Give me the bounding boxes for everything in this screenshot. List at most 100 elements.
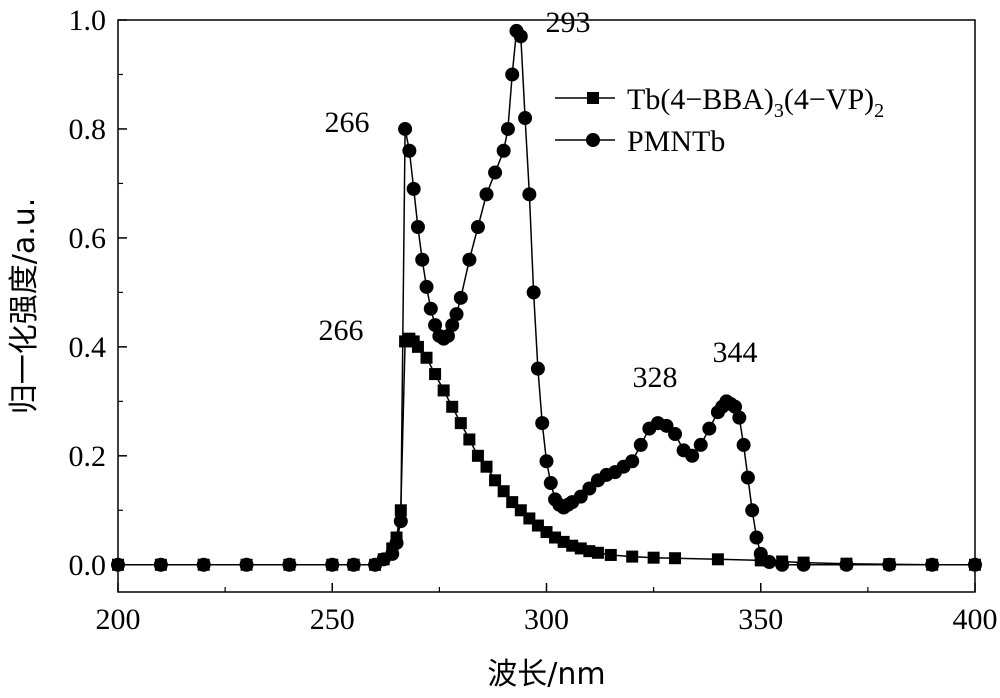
data-point-circle xyxy=(745,503,760,518)
legend-subscript: 2 xyxy=(874,100,884,122)
data-point-square xyxy=(669,552,682,565)
peak-annotation: 266 xyxy=(319,314,364,347)
data-point-circle xyxy=(419,279,434,294)
data-point-circle xyxy=(470,220,485,235)
y-tick-label: 0.6 xyxy=(69,222,107,255)
data-point-circle xyxy=(239,557,254,572)
data-point-circle xyxy=(543,476,558,491)
data-point-circle xyxy=(693,437,708,452)
data-point-circle xyxy=(325,557,340,572)
data-point-square xyxy=(471,449,484,462)
data-point-circle xyxy=(728,399,743,414)
data-point-circle xyxy=(282,557,297,572)
legend-entry-text: Tb(4−BBA)3(4−VP)2 xyxy=(627,83,884,122)
data-point-circle xyxy=(539,454,554,469)
data-point-circle xyxy=(410,220,425,235)
x-tick-label: 350 xyxy=(738,603,783,636)
data-point-circle xyxy=(513,29,528,44)
data-point-circle xyxy=(389,535,404,550)
data-point-circle xyxy=(685,448,700,463)
data-point-square xyxy=(446,400,459,413)
peak-annotation: 344 xyxy=(713,336,758,369)
data-point-circle xyxy=(796,557,811,572)
data-point-circle xyxy=(449,307,464,322)
data-point-circle xyxy=(732,410,747,425)
data-point-circle xyxy=(488,165,503,180)
legend-text-part: PMNTb xyxy=(627,125,725,158)
data-point-circle xyxy=(740,470,755,485)
data-point-circle xyxy=(882,557,897,572)
x-tick-label: 200 xyxy=(96,603,141,636)
data-point-circle xyxy=(402,143,417,158)
x-tick-label: 300 xyxy=(524,603,569,636)
y-tick-label: 0.2 xyxy=(69,440,107,473)
x-tick-label: 250 xyxy=(310,603,355,636)
data-point-circle xyxy=(479,187,494,202)
data-point-circle xyxy=(398,121,413,136)
data-point-square xyxy=(463,433,476,446)
data-point-circle xyxy=(423,301,438,316)
data-point-square xyxy=(711,553,724,566)
data-point-circle xyxy=(535,416,550,431)
data-point-square xyxy=(647,551,660,564)
data-point-square xyxy=(591,546,604,559)
data-point-circle xyxy=(153,557,168,572)
data-point-circle xyxy=(762,555,777,570)
data-point-circle xyxy=(518,111,533,126)
data-point-circle xyxy=(530,361,545,376)
data-point-circle xyxy=(462,252,477,267)
data-point-square xyxy=(420,351,433,364)
plot-series-layer xyxy=(111,23,982,572)
data-point-circle xyxy=(415,252,430,267)
data-point-square xyxy=(454,417,467,430)
y-tick-label: 0.4 xyxy=(69,331,107,364)
legend-marker-circle xyxy=(586,133,600,147)
axes-layer xyxy=(117,19,976,593)
data-point-square xyxy=(506,496,519,509)
legend-subscript: 3 xyxy=(774,100,784,122)
data-point-circle xyxy=(453,290,468,305)
y-tick-label: 1.0 xyxy=(69,4,107,37)
data-point-circle xyxy=(406,181,421,196)
data-point-circle xyxy=(500,121,515,136)
peak-annotation: 328 xyxy=(633,361,678,394)
y-tick-label: 0.8 xyxy=(69,113,107,146)
data-point-square xyxy=(480,460,493,473)
data-point-circle xyxy=(668,427,683,442)
legend-marker-square xyxy=(587,92,599,104)
data-point-square xyxy=(497,485,510,498)
data-point-square xyxy=(411,340,424,353)
data-point-square xyxy=(626,550,639,563)
legend-entry-text: PMNTb xyxy=(627,125,725,158)
data-point-circle xyxy=(445,318,460,333)
data-point-circle xyxy=(775,557,790,572)
data-point-circle xyxy=(385,546,400,561)
text-layer: 200 250 300 350 400 0.0 0.2 0.4 0.6 0.8 1.0 波长/nm 归一… xyxy=(7,4,998,692)
data-point-square xyxy=(489,474,502,487)
data-point-circle xyxy=(702,421,717,436)
data-point-square xyxy=(437,384,450,397)
data-point-circle xyxy=(749,530,764,545)
y-axis-title: 归一化强度/a.u. xyxy=(7,198,42,415)
peak-annotation: 293 xyxy=(546,6,591,39)
x-axis-title: 波长/nm xyxy=(487,657,605,692)
data-point-circle xyxy=(522,187,537,202)
data-point-circle xyxy=(633,437,648,452)
data-point-square xyxy=(604,548,617,561)
data-point-circle xyxy=(925,557,940,572)
x-tick-label: 400 xyxy=(953,603,998,636)
data-point-circle xyxy=(625,454,640,469)
y-tick-label: 0.0 xyxy=(69,549,107,582)
data-point-circle xyxy=(839,557,854,572)
data-point-square xyxy=(429,368,442,381)
data-point-circle xyxy=(736,437,751,452)
data-point-circle xyxy=(526,285,541,300)
legend-text-part: (4−VP) xyxy=(784,83,874,116)
data-point-circle xyxy=(496,143,511,158)
peak-annotation: 266 xyxy=(325,106,370,139)
data-point-circle xyxy=(346,557,361,572)
data-point-circle xyxy=(440,328,455,343)
data-point-circle xyxy=(428,318,443,333)
